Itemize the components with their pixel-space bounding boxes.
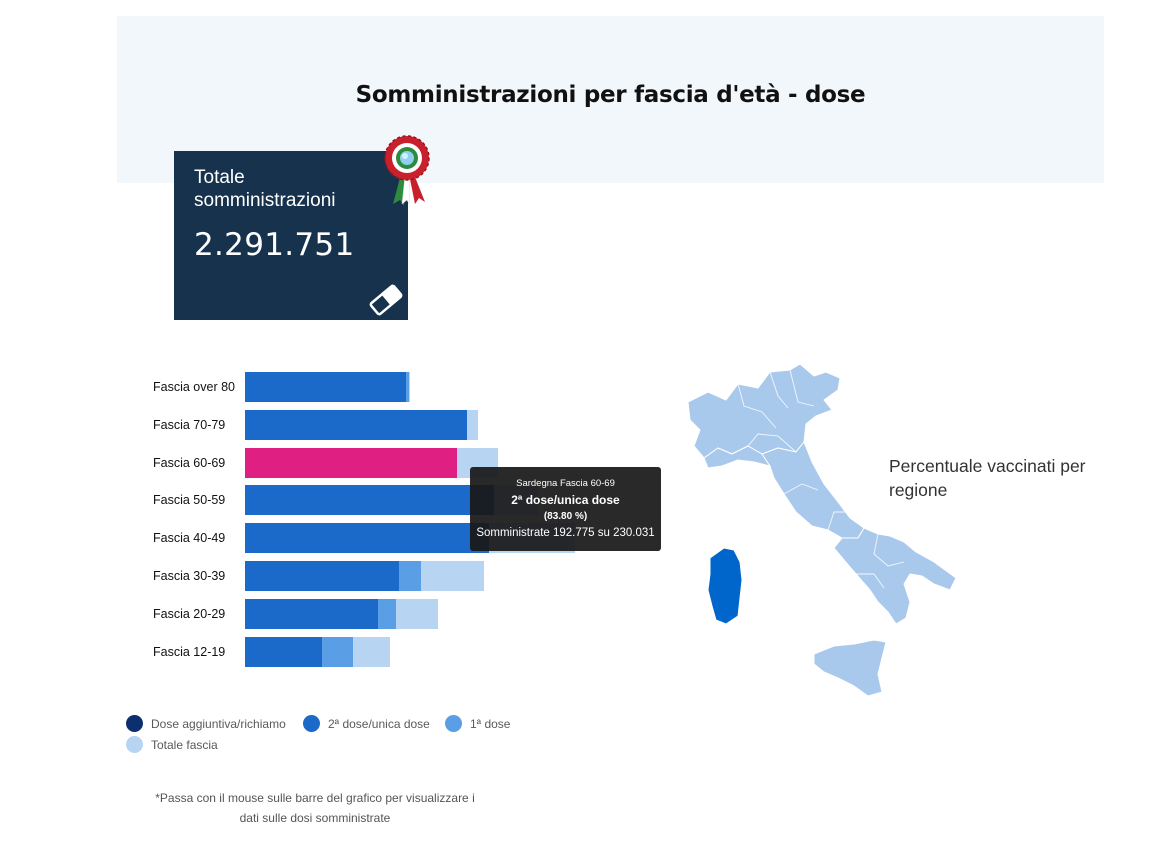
hover-hint: *Passa con il mouse sulle barre del graf… — [155, 791, 475, 825]
bar-first-dose[interactable] — [322, 637, 353, 667]
tooltip-dose: 2ª dose/unica dose — [511, 493, 620, 507]
legend-label: Dose aggiuntiva/richiamo — [151, 716, 286, 731]
bar-first-dose[interactable] — [405, 372, 409, 402]
map-region-north[interactable] — [687, 363, 841, 459]
bar-second-dose[interactable] — [245, 372, 406, 402]
eraser-icon[interactable] — [368, 283, 404, 317]
legend-dot-first-dose — [445, 715, 462, 732]
total-card: Totale somministrazioni 2.291.751 — [174, 151, 408, 320]
age-group-label: Fascia 40-49 — [153, 531, 226, 545]
bar-first-dose[interactable] — [399, 561, 421, 591]
map-caption: Percentuale vaccinati per regione — [889, 456, 1086, 500]
legend-label: Totale fascia — [151, 737, 218, 752]
legend-item-second-dose[interactable]: 2ª dose/unica dose — [303, 715, 430, 732]
bar-first-dose[interactable] — [378, 599, 396, 629]
bar-second-dose[interactable] — [245, 523, 490, 553]
age-group-label: Fascia 20-29 — [153, 607, 226, 621]
map-region-center[interactable] — [761, 441, 865, 539]
age-group-label: Fascia over 80 — [153, 380, 235, 394]
tooltip-title: Sardegna Fascia 60-69 — [516, 478, 615, 489]
legend-item-first-dose[interactable]: 1ª dose — [445, 715, 510, 732]
map-region-south[interactable] — [833, 527, 957, 625]
age-group-label: Fascia 70-79 — [153, 418, 226, 432]
age-group-label: Fascia 60-69 — [153, 456, 226, 470]
age-group-label: Fascia 12-19 — [153, 645, 226, 659]
legend-dot-total — [126, 736, 143, 753]
total-value: 2.291.751 — [194, 227, 355, 263]
italy-region-map — [687, 363, 957, 697]
age-group-label: Fascia 30-39 — [153, 569, 226, 583]
tooltip-detail: Somministrate 192.775 su 230.031 — [476, 527, 655, 539]
map-region-sicilia[interactable] — [813, 639, 887, 697]
bar-second-dose[interactable] — [245, 599, 379, 629]
tooltip-percent: (83.80 %) — [543, 511, 588, 522]
map-region-sardegna[interactable] — [707, 547, 743, 625]
bar-second-dose[interactable] — [245, 485, 494, 515]
legend-item-booster[interactable]: Dose aggiuntiva/richiamo — [126, 715, 286, 732]
legend-label: 2ª dose/unica dose — [328, 716, 430, 731]
bar-second-dose[interactable] — [245, 410, 468, 440]
legend-label: 1ª dose — [470, 716, 511, 731]
legend-dot-second-dose — [303, 715, 320, 732]
bar-second-dose[interactable] — [245, 637, 322, 667]
page-title: Somministrazioni per fascia d'età - dose — [355, 82, 866, 108]
bar-second-dose[interactable] — [245, 448, 458, 478]
italian-cockade-icon — [384, 135, 430, 206]
legend-dot-booster — [126, 715, 143, 732]
age-group-label: Fascia 50-59 — [153, 493, 226, 507]
bar-second-dose[interactable] — [245, 561, 399, 591]
legend-item-total[interactable]: Totale fascia — [126, 736, 218, 753]
bar-tooltip: Sardegna Fascia 60-69 2ª dose/unica dose… — [470, 467, 661, 551]
total-label: Totale somministrazioni — [194, 167, 336, 211]
